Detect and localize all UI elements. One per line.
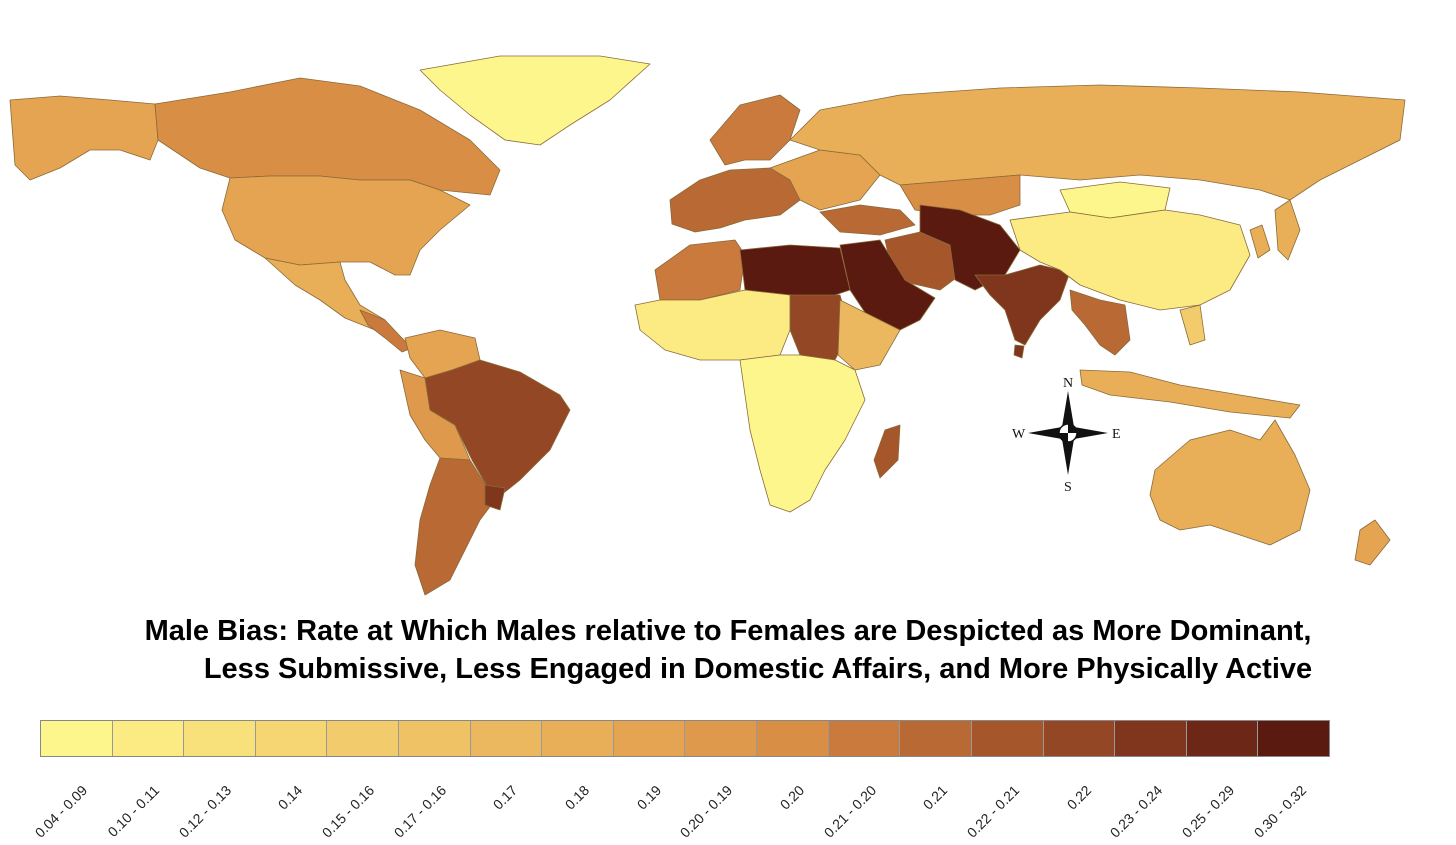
region-arabian-peninsula: [839, 239, 936, 336]
region-russia: [789, 84, 1406, 201]
legend-swatch: [255, 721, 328, 756]
region-western-europe: [669, 167, 801, 233]
legend-label: 0.22 - 0.21: [963, 782, 1023, 841]
legend-swatch: [112, 721, 185, 756]
title-line-1: Male Bias: Rate at Which Males relative …: [144, 615, 1312, 647]
legend-labels: 0.04 - 0.09 0.10 - 0.11 0.12 - 0.13 0.14 0.1…: [32, 760, 1330, 845]
legend-label: 0.12 - 0.13: [175, 782, 235, 841]
region-central-southern-africa: [739, 354, 866, 513]
legend-label: 0.10 - 0.11: [104, 782, 163, 840]
region-scandinavia: [709, 94, 801, 166]
legend-label: 0.04 - 0.09: [32, 782, 91, 841]
legend-swatch: [971, 721, 1044, 756]
legend-label: 0.23 - 0.24: [1107, 782, 1166, 841]
compass-e-label: E: [1112, 427, 1121, 442]
legend-swatch: [470, 721, 543, 756]
legend-label: 0.20 - 0.19: [677, 782, 736, 841]
region-alaska: [9, 95, 159, 181]
legend-swatch: [1115, 721, 1187, 756]
compass-rose: N S E W: [1012, 376, 1121, 495]
legend-swatch: [542, 721, 614, 756]
legend-swatch: [327, 721, 400, 756]
legend-label: 0.20: [776, 782, 808, 813]
map-title: Male Bias: Rate at Which Males relative …: [0, 612, 1456, 688]
legend-label: 0.22: [1063, 782, 1095, 813]
region-west-africa: [634, 289, 791, 361]
color-legend: [40, 720, 1330, 757]
compass-n-label: N: [1063, 376, 1073, 391]
world-map: N S E W: [9, 55, 1406, 596]
region-greenland: [419, 55, 651, 146]
region-philippines: [1179, 304, 1206, 346]
region-north-africa-west: [654, 239, 746, 301]
legend-swatch: [1258, 721, 1329, 756]
region-sri-lanka: [1013, 344, 1025, 359]
region-central-america: [359, 309, 413, 353]
region-new-zealand: [1354, 519, 1391, 566]
region-uruguay: [484, 484, 506, 511]
region-india: [974, 264, 1071, 346]
legend-swatch: [41, 721, 113, 756]
region-brazil: [424, 359, 571, 501]
legend-swatch: [1186, 721, 1259, 756]
region-southeast-asia: [1069, 289, 1131, 356]
legend-label: 0.21 - 0.20: [820, 782, 880, 841]
legend-label: 0.17: [490, 782, 521, 813]
title-line-2: Less Submissive, Less Engaged in Domesti…: [203, 653, 1313, 685]
legend-label: 0.14: [275, 782, 306, 813]
legend-swatch: [685, 721, 758, 756]
legend-swatch: [184, 721, 256, 756]
legend-label: 0.25 - 0.29: [1178, 782, 1238, 841]
legend-label: 0.17 - 0.16: [390, 782, 450, 841]
legend-label: 0.21: [920, 782, 951, 813]
legend-swatch: [757, 721, 829, 756]
legend-swatch: [1043, 721, 1116, 756]
region-korea-japan: [1249, 199, 1301, 261]
region-turkey-caucasus: [819, 204, 916, 236]
region-usa: [221, 175, 471, 276]
legend-label: 0.18: [561, 782, 593, 813]
legend-label: 0.19: [633, 782, 665, 813]
region-china: [1009, 209, 1251, 311]
legend-label: 0.30 - 0.32: [1250, 782, 1310, 841]
legend-swatch: [828, 721, 901, 756]
legend-label: 0.15 - 0.16: [318, 782, 378, 841]
region-horn-of-africa: [837, 299, 901, 371]
legend-swatch: [399, 721, 471, 756]
region-madagascar: [873, 424, 901, 479]
compass-s-label: S: [1064, 480, 1072, 495]
legend-swatch: [900, 721, 972, 756]
compass-w-label: W: [1012, 427, 1026, 442]
region-australia: [1149, 419, 1311, 546]
legend-swatch: [613, 721, 686, 756]
region-indonesia: [1079, 369, 1301, 419]
